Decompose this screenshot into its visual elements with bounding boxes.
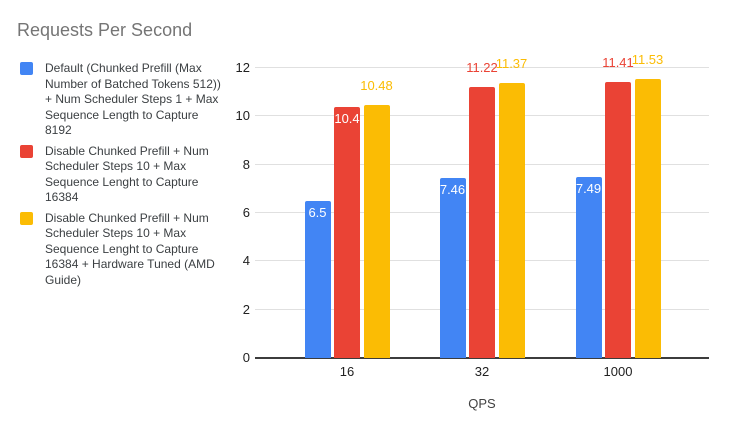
bar-value-label: 7.49 (575, 180, 602, 196)
bar-value-label: 10.4 (334, 110, 360, 126)
bar-qps1000-series2[interactable] (605, 82, 631, 358)
y-tick-label-4: 4 (242, 253, 250, 269)
y-tick-label-0: 0 (242, 350, 250, 365)
bar-qps16-series1[interactable] (304, 200, 331, 358)
bar-qps1000-series1[interactable] (575, 177, 602, 358)
legend-item-label: Default (Chunked Prefill (Max Number of … (45, 61, 221, 137)
x-tick-label-1000: 1000 (603, 364, 633, 379)
bar-qps32-series2[interactable] (469, 86, 495, 358)
x-tick-label-32: 32 (474, 364, 490, 379)
legend-item-series-2[interactable]: Disable Chunked Prefill + Num Scheduler … (20, 144, 228, 206)
chart-title: Requests Per Second (17, 20, 193, 40)
bar-value-label: 10.48 (360, 77, 393, 93)
legend-item-label: Disable Chunked Prefill + Num Scheduler … (45, 210, 215, 287)
bar-qps16-series2[interactable] (334, 106, 360, 358)
bar-qps32-series1[interactable] (439, 177, 466, 358)
x-axis-title: QPS (468, 396, 496, 411)
chart-legend: Default (Chunked Prefill (Max Number of … (20, 61, 228, 288)
bar-value-label: 11.37 (495, 56, 528, 72)
bar-value-label: 11.22 (466, 59, 498, 75)
y-tick-label-8: 8 (242, 156, 250, 172)
y-tick-label-6: 6 (242, 205, 250, 220)
x-axis-baseline (255, 357, 709, 359)
plot-area: 6.5 10.4 10.48 7.46 11.22 11.37 7.49 11.41 11.53 (255, 52, 709, 359)
bar-qps16-series3[interactable] (363, 104, 390, 358)
x-tick-label-16: 16 (339, 364, 355, 379)
y-tick-label-10: 10 (235, 108, 250, 124)
bar-value-label: 11.41 (602, 55, 634, 71)
y-tick-label-12: 12 (235, 60, 250, 75)
legend-swatch-icon (20, 211, 33, 225)
bar-qps1000-series3[interactable] (634, 79, 661, 358)
y-tick-label-2: 2 (242, 301, 250, 317)
legend-item-series-1[interactable]: Default (Chunked Prefill (Max Number of … (20, 61, 228, 139)
bar-qps32-series3[interactable] (498, 83, 525, 358)
legend-item-series-3[interactable]: Disable Chunked Prefill + Num Scheduler … (20, 211, 228, 289)
bar-value-label: 6.5 (308, 204, 327, 220)
bar-value-label: 11.53 (631, 52, 664, 68)
legend-swatch-icon (20, 144, 33, 158)
legend-item-label: Disable Chunked Prefill + Num Scheduler … (45, 143, 209, 205)
legend-swatch-icon (20, 62, 33, 75)
bar-value-label: 7.46 (439, 181, 466, 197)
gridline-y-12 (255, 67, 709, 68)
